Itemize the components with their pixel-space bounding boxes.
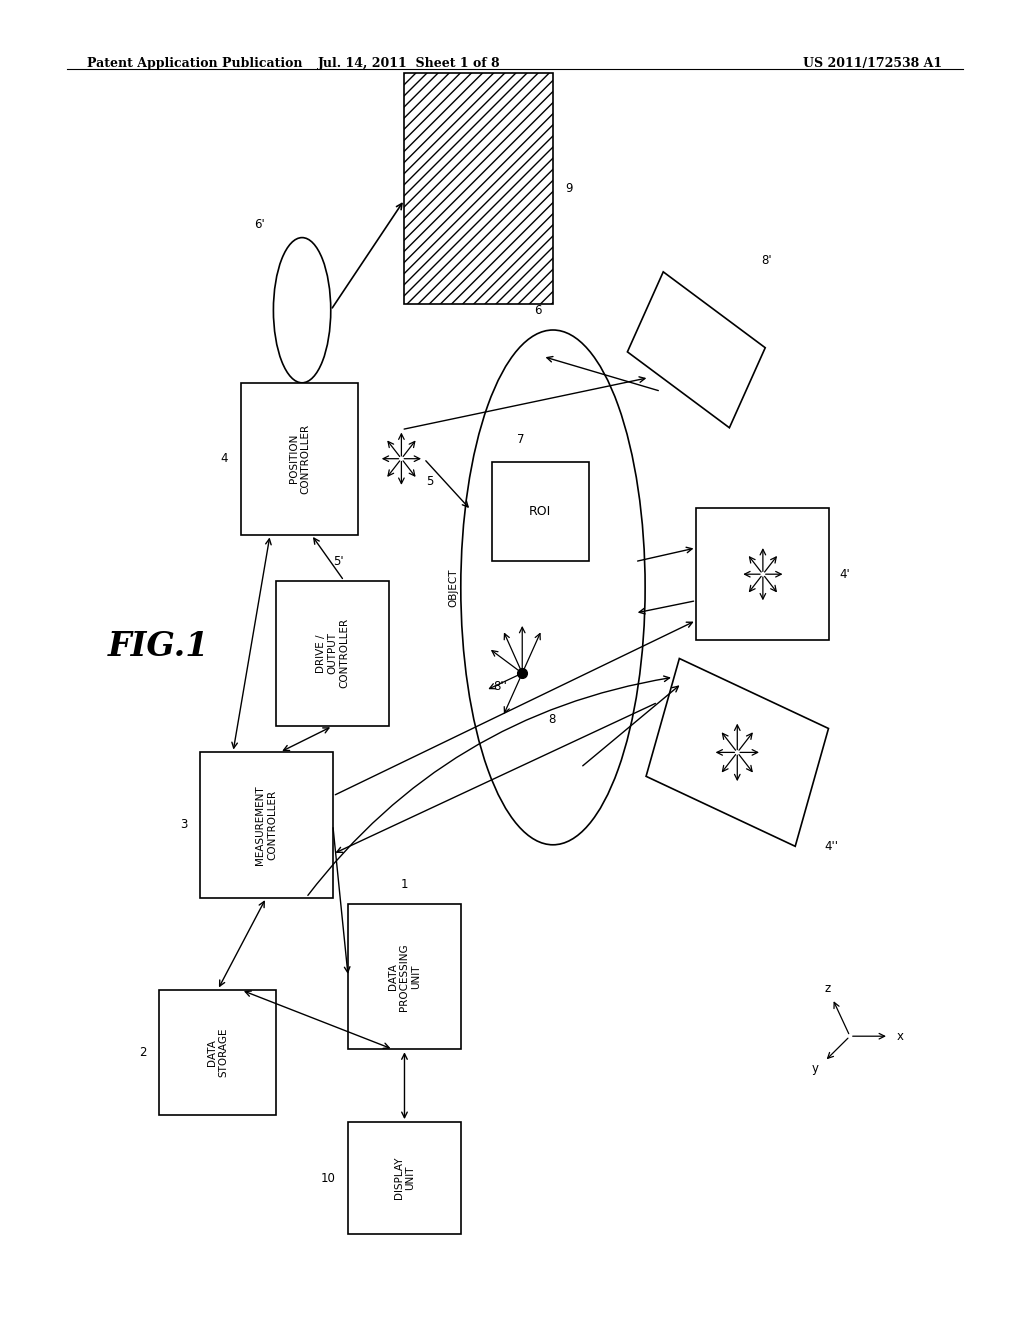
Ellipse shape: [461, 330, 645, 845]
Text: US 2011/172538 A1: US 2011/172538 A1: [803, 57, 942, 70]
Bar: [492, 462, 589, 561]
Text: 9: 9: [565, 182, 572, 194]
Text: x: x: [897, 1030, 904, 1043]
Text: DATA
PROCESSING
UNIT: DATA PROCESSING UNIT: [388, 942, 421, 1011]
Bar: [348, 904, 461, 1049]
Text: 5: 5: [426, 475, 433, 487]
Text: MEASUREMENT
CONTROLLER: MEASUREMENT CONTROLLER: [255, 785, 278, 865]
Bar: [646, 659, 828, 846]
Text: Patent Application Publication: Patent Application Publication: [87, 57, 302, 70]
Text: ROI: ROI: [529, 506, 551, 517]
Text: 8'': 8'': [493, 680, 507, 693]
Text: DISPLAY
UNIT: DISPLAY UNIT: [393, 1156, 416, 1200]
Text: z: z: [825, 982, 831, 995]
Text: 8: 8: [548, 713, 555, 726]
Text: DRIVE /
OUTPUT
CONTROLLER: DRIVE / OUTPUT CONTROLLER: [316, 618, 349, 689]
Text: 4': 4': [840, 568, 850, 581]
Bar: [348, 1122, 461, 1234]
Text: 2: 2: [139, 1047, 146, 1059]
Text: OBJECT: OBJECT: [449, 568, 459, 607]
Text: DATA
STORAGE: DATA STORAGE: [207, 1028, 228, 1077]
Text: 4: 4: [221, 453, 228, 465]
Text: 8': 8': [761, 253, 772, 267]
Text: 4'': 4'': [824, 841, 839, 853]
Bar: [241, 383, 358, 535]
Text: 1: 1: [400, 878, 409, 891]
Text: FIG.1: FIG.1: [108, 630, 209, 663]
Bar: [276, 581, 389, 726]
Ellipse shape: [273, 238, 331, 383]
Text: y: y: [811, 1063, 818, 1076]
Bar: [159, 990, 276, 1115]
Bar: [628, 272, 765, 428]
Bar: [200, 752, 333, 898]
Text: POSITION
CONTROLLER: POSITION CONTROLLER: [289, 424, 310, 494]
Text: 3: 3: [180, 818, 187, 832]
Bar: [404, 73, 553, 304]
Text: Jul. 14, 2011  Sheet 1 of 8: Jul. 14, 2011 Sheet 1 of 8: [318, 57, 501, 70]
Text: 5': 5': [333, 554, 343, 568]
Text: 10: 10: [321, 1172, 336, 1184]
Text: 6: 6: [534, 304, 542, 317]
Text: 7: 7: [517, 433, 524, 446]
Bar: [696, 508, 829, 640]
Text: 6': 6': [255, 218, 265, 231]
